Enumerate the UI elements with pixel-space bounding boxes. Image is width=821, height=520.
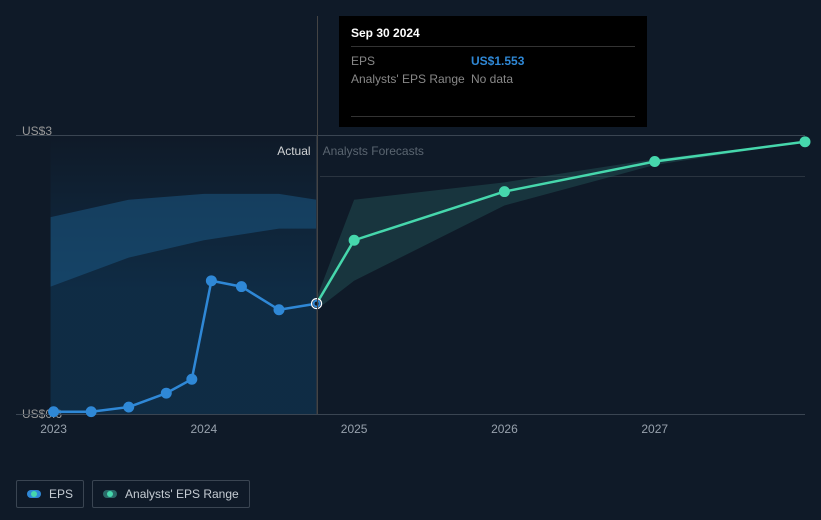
- eps-marker: [187, 375, 196, 384]
- hover-line: [317, 16, 318, 414]
- eps-marker: [87, 407, 96, 416]
- eps-marker: [500, 187, 509, 196]
- legend-marker-icon: [103, 490, 117, 498]
- forecast-range-band: [317, 142, 805, 310]
- eps-marker: [237, 282, 246, 291]
- xaxis-tick: 2026: [491, 422, 518, 436]
- tooltip-row-value: US$1.553: [471, 54, 524, 68]
- legend-item[interactable]: Analysts' EPS Range: [92, 480, 250, 508]
- tooltip-date: Sep 30 2024: [351, 26, 635, 47]
- actual-shade: [51, 136, 317, 414]
- tooltip-row-value: No data: [471, 72, 513, 86]
- eps-marker: [650, 157, 659, 166]
- plot-region[interactable]: Actual Analysts Forecasts: [16, 135, 805, 415]
- xaxis-tick: 2024: [190, 422, 217, 436]
- eps-marker: [207, 276, 216, 285]
- eps-marker: [124, 403, 133, 412]
- legend-item[interactable]: EPS: [16, 480, 84, 508]
- eps-marker: [49, 407, 58, 416]
- tooltip-separator: [351, 116, 635, 117]
- plot-svg: [16, 136, 805, 414]
- hover-tooltip: Sep 30 2024 EPSUS$1.553Analysts' EPS Ran…: [339, 16, 647, 127]
- xaxis-tick: 2027: [641, 422, 668, 436]
- eps-marker: [162, 389, 171, 398]
- tooltip-row: EPSUS$1.553: [351, 52, 635, 70]
- xaxis-tick: 2023: [40, 422, 67, 436]
- tooltip-row: Analysts' EPS RangeNo data: [351, 70, 635, 88]
- eps-marker: [801, 137, 810, 146]
- tooltip-row-label: Analysts' EPS Range: [351, 72, 471, 86]
- legend-label: EPS: [49, 487, 73, 501]
- legend: EPS Analysts' EPS Range: [16, 480, 250, 508]
- xaxis: 2023 2024 2025 2026 2027: [16, 420, 805, 440]
- legend-marker-icon: [27, 490, 41, 498]
- chart-container: US$3 US$0.6 Actual Analysts Forecasts 20…: [16, 120, 805, 440]
- eps-marker: [350, 236, 359, 245]
- xaxis-tick: 2025: [341, 422, 368, 436]
- legend-label: Analysts' EPS Range: [125, 487, 239, 501]
- tooltip-row-label: EPS: [351, 54, 471, 68]
- eps-marker: [275, 305, 284, 314]
